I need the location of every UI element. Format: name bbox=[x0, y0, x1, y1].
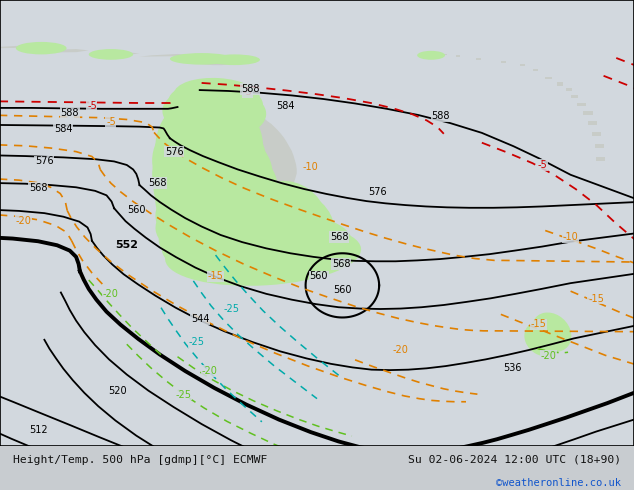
Ellipse shape bbox=[155, 187, 314, 263]
Text: 576: 576 bbox=[165, 147, 184, 157]
Polygon shape bbox=[38, 49, 89, 52]
Text: 584: 584 bbox=[54, 124, 73, 134]
Polygon shape bbox=[0, 0, 634, 446]
Text: -15: -15 bbox=[588, 294, 604, 304]
Polygon shape bbox=[592, 132, 601, 136]
Ellipse shape bbox=[152, 111, 266, 210]
Ellipse shape bbox=[162, 211, 352, 279]
Polygon shape bbox=[191, 55, 240, 65]
Text: ©weatheronline.co.uk: ©weatheronline.co.uk bbox=[496, 478, 621, 488]
Polygon shape bbox=[476, 58, 481, 60]
Text: 560: 560 bbox=[127, 204, 146, 215]
Polygon shape bbox=[139, 54, 190, 57]
Text: 568: 568 bbox=[29, 183, 48, 193]
Text: -25: -25 bbox=[223, 304, 240, 314]
Text: 552: 552 bbox=[115, 240, 138, 250]
Polygon shape bbox=[577, 102, 586, 106]
Text: 588: 588 bbox=[60, 108, 79, 118]
Text: 588: 588 bbox=[431, 111, 450, 121]
Text: -25: -25 bbox=[176, 390, 192, 400]
Text: -5: -5 bbox=[242, 87, 252, 98]
Text: -20: -20 bbox=[392, 345, 409, 355]
Polygon shape bbox=[545, 77, 552, 79]
Polygon shape bbox=[520, 64, 525, 66]
Polygon shape bbox=[456, 55, 460, 57]
Text: Su 02-06-2024 12:00 UTC (18+90): Su 02-06-2024 12:00 UTC (18+90) bbox=[408, 455, 621, 465]
Polygon shape bbox=[89, 52, 139, 55]
Text: -10: -10 bbox=[303, 162, 318, 172]
Text: 568: 568 bbox=[330, 232, 349, 242]
Text: 536: 536 bbox=[503, 363, 522, 373]
Ellipse shape bbox=[524, 321, 561, 356]
Ellipse shape bbox=[153, 143, 278, 232]
Polygon shape bbox=[571, 95, 578, 98]
Ellipse shape bbox=[250, 181, 327, 256]
Polygon shape bbox=[557, 82, 563, 86]
Ellipse shape bbox=[158, 200, 336, 272]
Polygon shape bbox=[238, 206, 252, 216]
Polygon shape bbox=[160, 109, 297, 203]
Polygon shape bbox=[0, 46, 38, 48]
Text: 588: 588 bbox=[241, 84, 260, 94]
Text: 576: 576 bbox=[368, 187, 387, 197]
Text: -5: -5 bbox=[87, 100, 97, 111]
Polygon shape bbox=[533, 69, 538, 72]
Text: -5: -5 bbox=[106, 117, 116, 127]
Text: 560: 560 bbox=[309, 271, 328, 281]
Polygon shape bbox=[534, 334, 549, 343]
Ellipse shape bbox=[168, 81, 263, 126]
Ellipse shape bbox=[155, 158, 282, 243]
Text: -20: -20 bbox=[201, 366, 217, 376]
Ellipse shape bbox=[170, 53, 233, 65]
Ellipse shape bbox=[89, 49, 133, 60]
Polygon shape bbox=[536, 322, 547, 331]
Text: -20: -20 bbox=[15, 216, 32, 226]
Ellipse shape bbox=[162, 86, 266, 139]
Ellipse shape bbox=[155, 94, 263, 200]
Ellipse shape bbox=[174, 78, 260, 114]
Text: 568: 568 bbox=[332, 259, 351, 269]
Text: 560: 560 bbox=[333, 285, 352, 295]
Ellipse shape bbox=[260, 213, 339, 279]
Ellipse shape bbox=[155, 174, 295, 254]
Text: 512: 512 bbox=[29, 425, 48, 435]
Ellipse shape bbox=[251, 190, 335, 265]
Polygon shape bbox=[588, 122, 597, 125]
Text: 544: 544 bbox=[191, 314, 210, 324]
Ellipse shape bbox=[417, 51, 445, 60]
Text: -15: -15 bbox=[531, 319, 547, 329]
Text: -10: -10 bbox=[563, 232, 578, 242]
Polygon shape bbox=[595, 145, 604, 148]
Ellipse shape bbox=[165, 222, 361, 286]
Text: -5: -5 bbox=[537, 160, 547, 170]
Text: 568: 568 bbox=[148, 178, 167, 188]
Polygon shape bbox=[444, 53, 447, 55]
Text: -20: -20 bbox=[540, 351, 557, 361]
Polygon shape bbox=[501, 61, 506, 63]
Polygon shape bbox=[566, 88, 572, 92]
Text: 584: 584 bbox=[276, 101, 295, 111]
Ellipse shape bbox=[16, 42, 67, 54]
Text: 520: 520 bbox=[108, 386, 127, 396]
Ellipse shape bbox=[152, 127, 273, 220]
Ellipse shape bbox=[209, 54, 260, 65]
Text: -15: -15 bbox=[207, 271, 224, 281]
Text: -20: -20 bbox=[103, 289, 119, 299]
Text: -25: -25 bbox=[188, 338, 205, 347]
Text: 576: 576 bbox=[35, 156, 54, 167]
Text: Height/Temp. 500 hPa [gdmp][°C] ECMWF: Height/Temp. 500 hPa [gdmp][°C] ECMWF bbox=[13, 455, 267, 465]
Polygon shape bbox=[596, 157, 605, 161]
Polygon shape bbox=[583, 112, 593, 115]
Ellipse shape bbox=[532, 313, 571, 352]
Ellipse shape bbox=[255, 201, 339, 272]
